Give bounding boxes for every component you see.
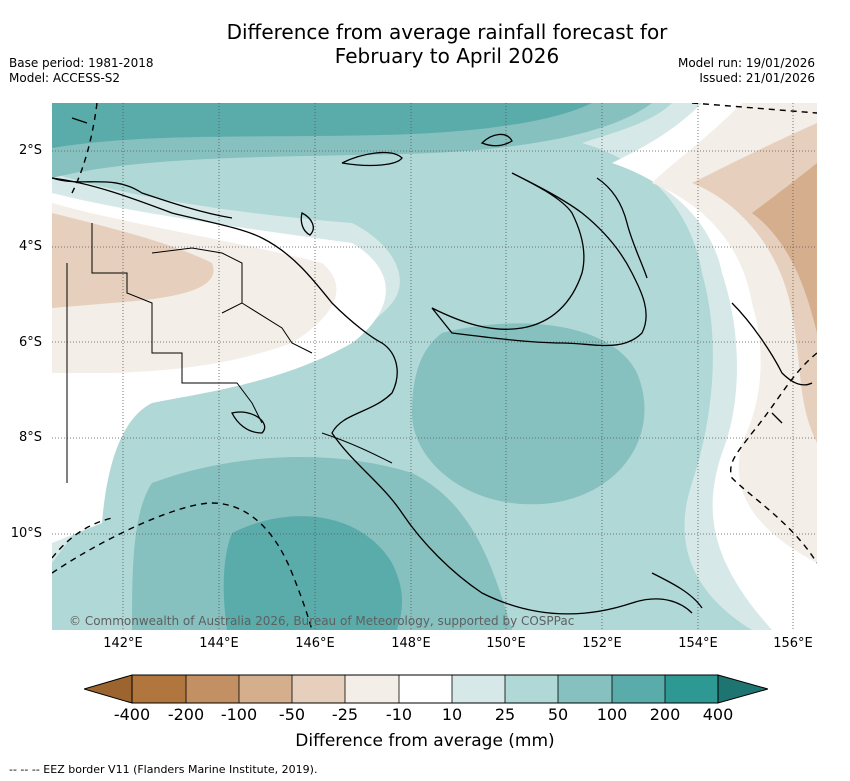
colorbar-segment-11	[665, 675, 718, 703]
meta-right: Model run: 19/01/2026 Issued: 21/01/2026	[678, 56, 815, 86]
colorbar-tick-10: 10	[441, 705, 463, 724]
eez-border-note: -- -- -- EEZ border V11 (Flanders Marine…	[9, 763, 318, 776]
colorbar-segment-6	[399, 675, 452, 703]
colorbar-tick-400: 400	[702, 705, 734, 724]
band-100-200-north	[52, 103, 592, 148]
lat-label-8s: 8°S	[18, 430, 42, 445]
colorbar	[84, 674, 768, 704]
colorbar-segment-9	[558, 675, 612, 703]
coastlines	[52, 117, 813, 615]
lat-label-4s: 4°S	[18, 239, 42, 254]
lon-label-142e: 142°E	[103, 636, 143, 651]
colorbar-tick-neg100: -100	[220, 705, 258, 724]
colorbar-tick-neg200: -200	[167, 705, 205, 724]
band-50-100-central	[412, 323, 645, 505]
issued-date: Issued: 21/01/2026	[699, 71, 815, 85]
lon-label-156e: 156°E	[773, 636, 813, 651]
colorbar-segment-7	[452, 675, 505, 703]
base-period: Base period: 1981-2018	[9, 56, 154, 70]
lon-label-150e: 150°E	[486, 636, 526, 651]
lon-label-148e: 148°E	[391, 636, 431, 651]
lon-label-152e: 152°E	[582, 636, 622, 651]
colorbar-tick-neg10: -10	[385, 705, 413, 724]
forecast-map	[52, 103, 817, 630]
colorbar-segment-10	[612, 675, 665, 703]
colorbar-tick-neg25: -25	[331, 705, 359, 724]
colorbar-extend-low	[84, 674, 133, 704]
colorbar-tick-50: 50	[547, 705, 569, 724]
colorbar-tick-neg400: -400	[113, 705, 151, 724]
copyright-notice: © Commonwealth of Australia 2026, Bureau…	[69, 614, 575, 628]
colorbar-tick-100: 100	[596, 705, 628, 724]
lon-label-154e: 154°E	[678, 636, 718, 651]
colorbar-segment-1	[132, 675, 186, 703]
colorbar-segment-8	[505, 675, 558, 703]
colorbar-title: Difference from average (mm)	[295, 731, 555, 751]
colorbar-extend-high	[717, 674, 768, 704]
band-100-200-south	[223, 516, 402, 630]
model-name: Model: ACCESS-S2	[9, 71, 121, 85]
colorbar-tick-neg50: -50	[278, 705, 306, 724]
title-line-2: February to April 2026	[334, 44, 560, 68]
lat-label-6s: 6°S	[18, 335, 42, 350]
province-boundaries	[66, 223, 393, 483]
colorbar-tick-25: 25	[494, 705, 516, 724]
meta-left: Base period: 1981-2018 Model: ACCESS-S2	[9, 56, 154, 86]
lat-label-2s: 2°S	[18, 143, 42, 158]
colorbar-segment-4	[292, 675, 345, 703]
lon-label-146e: 146°E	[295, 636, 335, 651]
colorbar-segment-3	[239, 675, 292, 703]
lat-label-10s: 10°S	[10, 526, 42, 541]
band-dry-east-core	[752, 163, 817, 333]
title-line-1: Difference from average rainfall forecas…	[226, 20, 668, 44]
colorbar-tick-200: 200	[649, 705, 681, 724]
colorbar-segment-5	[345, 675, 399, 703]
model-run: Model run: 19/01/2026	[677, 56, 815, 70]
map-canvas	[52, 103, 817, 630]
eez-borders	[52, 103, 817, 630]
colorbar-segment-2	[186, 675, 239, 703]
lon-gridlines	[122, 103, 794, 630]
lon-label-144e: 144°E	[199, 636, 239, 651]
map-title: Difference from average rainfall forecas…	[0, 20, 850, 68]
